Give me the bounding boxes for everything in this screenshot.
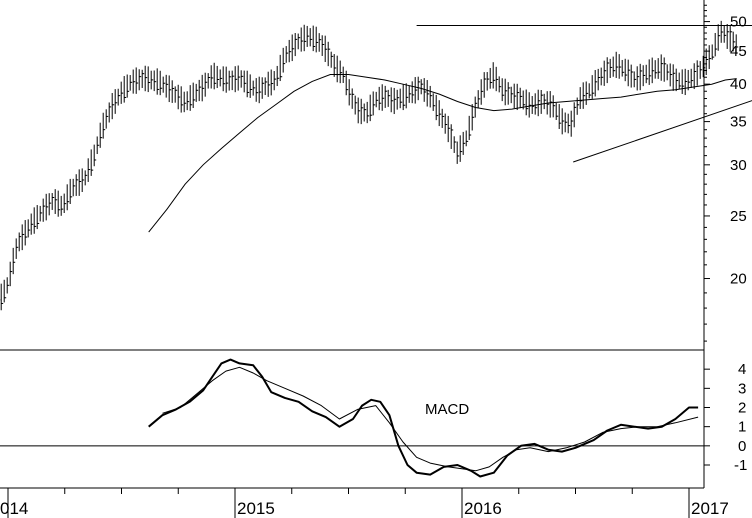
year-label: 2016 [464, 499, 502, 518]
year-label: 2017 [691, 499, 729, 518]
price-tick-label: 45 [730, 43, 747, 60]
macd-tick-label: -1 [734, 457, 747, 474]
macd-lines [148, 358, 699, 478]
price-tick-label: 25 [730, 208, 747, 225]
price-tick-label: 40 [730, 76, 747, 93]
time-axis-ticks: 014 2015 2016 2017 [0, 488, 729, 518]
moving-average-line [148, 74, 737, 233]
price-tick-label: 20 [730, 271, 747, 288]
price-bars [0, 20, 739, 311]
year-label: 2015 [237, 499, 275, 518]
macd-tick-label: 1 [738, 419, 746, 436]
macd-tick-label: 3 [738, 380, 746, 397]
macd-tick-label: 2 [738, 400, 746, 417]
price-tick-label: 50 [730, 14, 747, 31]
signal-line [162, 366, 699, 472]
macd-tick-label: 0 [738, 438, 746, 455]
macd-title: MACD [425, 401, 469, 418]
price-tick-label: 30 [730, 157, 747, 174]
price-axis-ticks: 20 25 30 35 40 45 50 [704, 4, 747, 342]
macd-line [148, 358, 699, 478]
price-tick-label: 35 [730, 114, 747, 131]
macd-tick-label: 4 [738, 361, 746, 378]
year-label: 014 [0, 499, 28, 518]
price-overlay-lines [148, 25, 752, 233]
macd-axis-ticks: -1 0 1 2 3 4 [0, 361, 747, 474]
support-trendline [573, 100, 752, 163]
